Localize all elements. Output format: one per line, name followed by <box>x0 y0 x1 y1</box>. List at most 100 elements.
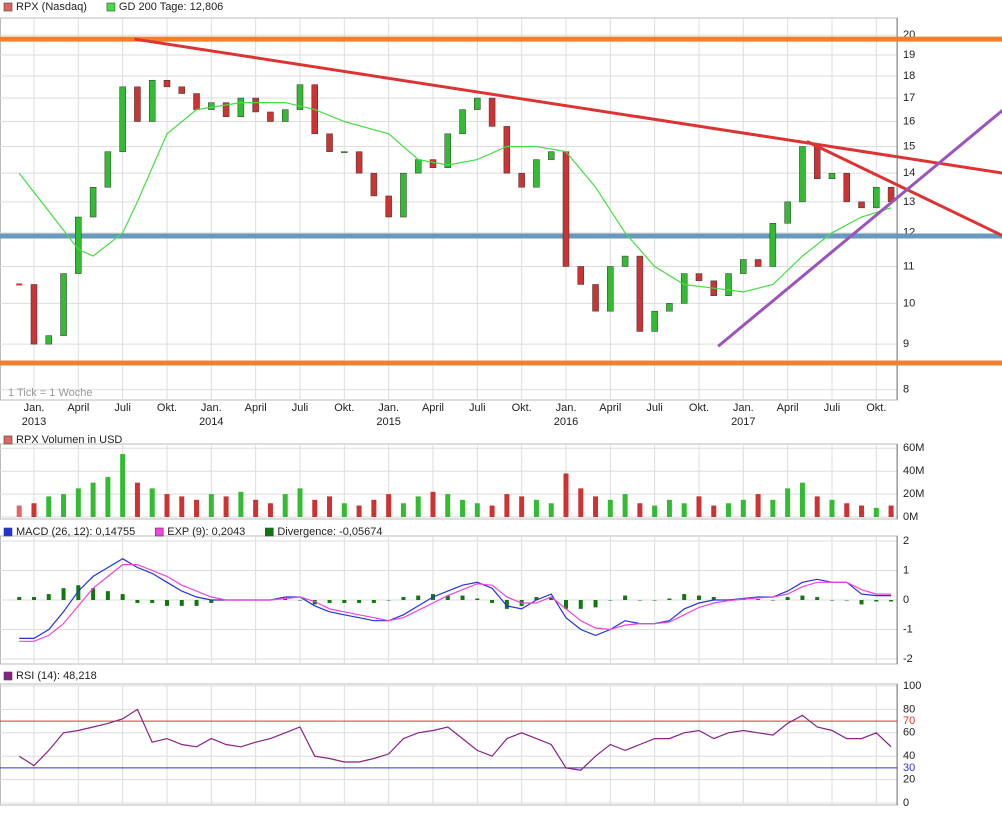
y-tick-label: 10 <box>903 297 915 309</box>
candle <box>30 284 38 345</box>
candle <box>577 266 585 285</box>
volume-bar <box>253 499 259 517</box>
candle <box>237 97 245 117</box>
volume-bar <box>607 499 613 517</box>
candle <box>193 93 200 110</box>
divergence-bar <box>416 595 421 600</box>
divergence-bar <box>637 600 642 601</box>
volume-bar <box>61 494 67 517</box>
x-tick-label: April <box>422 402 444 414</box>
candle <box>858 201 865 209</box>
divergence-bar <box>475 598 480 600</box>
y-tick-label: 0 <box>903 594 909 606</box>
candle <box>104 151 112 188</box>
candle <box>680 273 688 304</box>
candle <box>843 172 851 203</box>
volume-bar <box>120 454 126 517</box>
h-line-label: 30 <box>903 762 915 774</box>
note: 1 Tick = 1 Woche <box>8 387 92 399</box>
divergence-bar <box>696 595 701 600</box>
y-tick-label: 1 <box>903 564 909 576</box>
divergence-bar <box>652 600 657 601</box>
y-tick-label: 11 <box>903 260 914 272</box>
candle <box>784 201 791 224</box>
panel-frame <box>0 683 898 806</box>
indicator-line <box>19 558 892 639</box>
candle <box>651 310 658 332</box>
legend-label: RPX Volumen in USD <box>16 434 122 446</box>
candle <box>828 172 836 179</box>
divergence-bar <box>135 600 140 603</box>
legend-label: RPX (Nasdaq) <box>16 1 87 13</box>
legend-swatch <box>154 527 164 537</box>
x-tick-label: Okt. <box>512 402 532 414</box>
candle <box>666 303 673 312</box>
y-tick-label: 14 <box>903 167 915 179</box>
h-line-label: 70 <box>903 715 915 727</box>
divergence-bar <box>61 588 66 600</box>
divergence-bar <box>46 594 51 600</box>
candle <box>459 109 466 135</box>
divergence-bar <box>608 600 613 601</box>
divergence-bar <box>549 597 554 600</box>
trend-line <box>806 140 1002 238</box>
volume-bar <box>238 491 244 517</box>
volume-bar <box>888 505 894 517</box>
divergence-bar <box>327 600 332 603</box>
candle <box>429 159 437 168</box>
volume-bar <box>164 494 170 517</box>
volume-bar <box>873 507 879 517</box>
y-tick-label: 2 <box>903 535 909 547</box>
y-tick-label: 17 <box>903 92 915 104</box>
y-tick-label: 19 <box>903 49 915 61</box>
x-year-label: 2015 <box>376 416 400 428</box>
legend-swatch <box>3 527 13 537</box>
y-tick-label: 20 <box>903 774 915 786</box>
divergence-bar <box>342 600 347 603</box>
candle <box>252 97 259 113</box>
divergence-bar <box>17 597 22 600</box>
y-tick-label: 0 <box>903 797 909 809</box>
y-tick-label: 20M <box>903 488 924 500</box>
candle <box>518 172 525 188</box>
x-tick-label: Jan. <box>733 402 754 414</box>
divergence-bar <box>357 600 362 603</box>
divergence-bar <box>312 600 317 605</box>
divergence-bar <box>829 600 834 601</box>
candle <box>725 273 732 296</box>
x-tick-label: Jan. <box>556 402 577 414</box>
divergence-bar <box>76 585 81 600</box>
candle <box>636 255 644 332</box>
volume-bar <box>681 503 687 517</box>
volume-bar <box>519 496 525 517</box>
y-tick-label: 9 <box>903 338 909 350</box>
divergence-bar <box>593 600 598 608</box>
y-tick-label: 100 <box>903 680 921 692</box>
divergence-bar <box>504 600 509 609</box>
panel-frame <box>0 17 898 401</box>
x-tick-label: Juli <box>824 402 841 414</box>
x-tick-label: Okt. <box>334 402 354 414</box>
x-year-label: 2014 <box>199 416 223 428</box>
legend-swatch <box>3 2 13 12</box>
candle <box>562 151 570 267</box>
volume-bar <box>400 503 406 517</box>
divergence-bar <box>844 600 849 601</box>
volume-bar <box>504 494 510 517</box>
divergence-bar <box>563 600 568 609</box>
volume-bar <box>31 503 37 517</box>
candle <box>296 84 304 110</box>
candle <box>414 159 422 174</box>
divergence-bar <box>31 597 36 600</box>
divergence-bar <box>682 594 687 600</box>
volume-bar <box>327 496 333 517</box>
x-tick-label: Jan. <box>201 402 222 414</box>
volume-bar <box>593 496 599 517</box>
divergence-bar <box>371 600 376 603</box>
candle <box>503 126 511 174</box>
candle <box>75 216 82 274</box>
volume-bar <box>548 503 554 517</box>
candle <box>222 102 230 117</box>
volume-bar <box>785 488 791 517</box>
volume-bar <box>297 488 303 517</box>
